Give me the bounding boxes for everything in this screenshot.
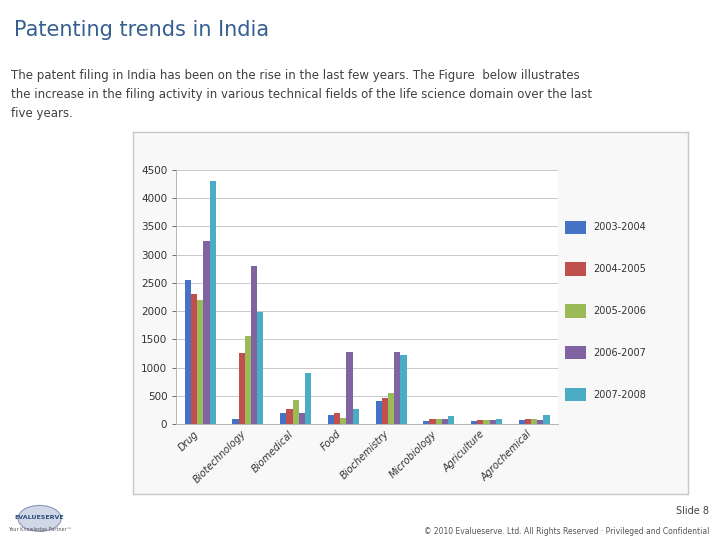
FancyBboxPatch shape xyxy=(565,388,586,401)
Bar xyxy=(238,353,245,424)
Bar xyxy=(334,413,341,424)
Bar xyxy=(292,400,299,424)
Bar xyxy=(203,241,210,424)
Bar xyxy=(341,418,346,424)
Bar xyxy=(490,420,496,424)
Text: Patenting trends in India: Patenting trends in India xyxy=(14,20,269,40)
Bar xyxy=(448,416,454,424)
Bar xyxy=(280,413,287,424)
Bar xyxy=(191,294,197,424)
Bar xyxy=(537,420,544,424)
Bar xyxy=(376,401,382,424)
Bar xyxy=(382,398,388,424)
Bar xyxy=(185,280,191,424)
Bar xyxy=(496,419,502,424)
Ellipse shape xyxy=(18,505,61,531)
Bar xyxy=(518,420,525,424)
Bar xyxy=(287,409,292,424)
Bar xyxy=(471,421,477,424)
Bar xyxy=(442,419,448,424)
Bar xyxy=(233,420,238,424)
Bar xyxy=(328,415,334,424)
Bar xyxy=(299,413,305,424)
Bar xyxy=(210,181,216,424)
Text: 2003-2004: 2003-2004 xyxy=(593,222,646,232)
FancyBboxPatch shape xyxy=(565,220,586,234)
Bar xyxy=(525,420,531,424)
Text: Your Knowledge Partner™: Your Knowledge Partner™ xyxy=(8,526,71,532)
FancyBboxPatch shape xyxy=(565,304,586,318)
Text: Slide 8: Slide 8 xyxy=(676,507,709,516)
Bar xyxy=(245,336,251,424)
Bar xyxy=(197,300,203,424)
Bar xyxy=(251,266,257,424)
FancyBboxPatch shape xyxy=(565,262,586,276)
Text: 2007-2008: 2007-2008 xyxy=(593,390,646,400)
Bar xyxy=(353,409,359,424)
Bar xyxy=(477,420,483,424)
Text: 2006-2007: 2006-2007 xyxy=(593,348,646,358)
Bar xyxy=(394,352,400,424)
Bar xyxy=(531,419,537,424)
Bar xyxy=(400,355,407,424)
Text: 2005-2006: 2005-2006 xyxy=(593,306,646,316)
Bar xyxy=(346,352,353,424)
Bar xyxy=(483,420,490,424)
FancyBboxPatch shape xyxy=(565,346,586,360)
Bar xyxy=(257,312,264,424)
Bar xyxy=(544,415,549,424)
Text: 2004-2005: 2004-2005 xyxy=(593,264,646,274)
Bar xyxy=(429,420,436,424)
Text: EVALUESERVE: EVALUESERVE xyxy=(15,515,64,520)
Text: The patent filing in India has been on the rise in the last few years. The Figur: The patent filing in India has been on t… xyxy=(11,69,592,120)
Bar xyxy=(436,419,442,424)
Bar xyxy=(388,394,394,424)
Text: © 2010 Evalueserve. Ltd. All Rights Reserved · Privileged and Confidential: © 2010 Evalueserve. Ltd. All Rights Rese… xyxy=(424,527,709,536)
Bar xyxy=(423,421,429,424)
Bar xyxy=(305,373,311,424)
